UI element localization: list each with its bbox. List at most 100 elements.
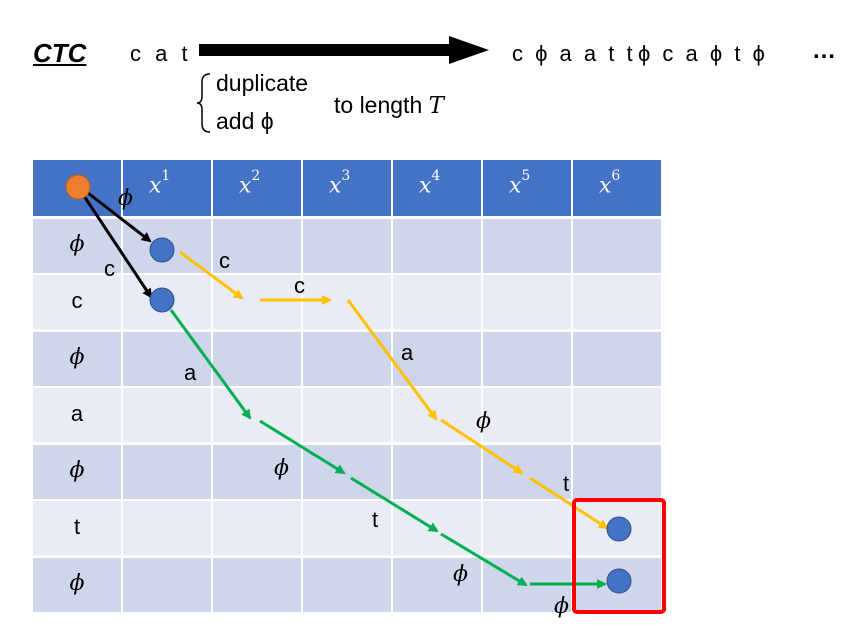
- grid-cell: [483, 218, 571, 273]
- yellow-edge-3: [346, 299, 438, 421]
- green-edge-3: [350, 476, 439, 533]
- ctc-title: CTC: [33, 38, 87, 68]
- header-cell-x4: x4: [393, 160, 481, 216]
- edge-label-yellow-a: a: [401, 340, 414, 365]
- header-cell-x5: x5: [483, 160, 571, 216]
- grid-cell: [573, 388, 661, 442]
- column-header-var: x: [419, 173, 432, 199]
- column-header-var: x: [239, 173, 252, 199]
- grid-cell: [483, 444, 571, 499]
- grid-cell: [123, 557, 211, 612]
- node-x1-c: [149, 287, 175, 313]
- edge-label-green-t: t: [372, 507, 379, 532]
- column-header-index: 5: [521, 168, 531, 184]
- edge-label-yellow-c1: c: [219, 248, 230, 273]
- rule-duplicate: duplicate: [216, 70, 309, 96]
- row-label-cell: ϕ: [33, 331, 121, 386]
- column-header-index: 1: [161, 168, 171, 184]
- row-label-cell: t: [33, 501, 121, 555]
- edge-label-yellow-c2: c: [294, 273, 305, 298]
- grid-cell: [393, 218, 481, 273]
- yellow-edge-4: [440, 418, 524, 475]
- edge-label-green-phi2: ϕ: [453, 562, 468, 587]
- grid-cell: [483, 501, 571, 555]
- output-sequence-2: ϕ c a ϕ t ϕ: [638, 41, 768, 66]
- edge-label-yellow-phi: ϕ: [476, 409, 491, 434]
- rule-target-length: to length T: [334, 92, 444, 119]
- target-text: to length: [334, 92, 423, 118]
- input-sequence: c a t: [130, 41, 192, 66]
- grid-cell: [123, 501, 211, 555]
- grid-cell: [393, 444, 481, 499]
- start-node: [65, 174, 91, 200]
- edge-start-to-phi: [87, 191, 152, 243]
- column-header-index: 6: [611, 168, 621, 184]
- row-label: ϕ: [69, 570, 85, 596]
- row-label-cell: ϕ: [33, 557, 121, 612]
- row-label: a: [70, 401, 84, 426]
- column-header-var: x: [329, 173, 342, 199]
- yellow-edge-5: [529, 476, 609, 530]
- column-header-label: x6: [599, 168, 620, 199]
- target-variable: T: [428, 93, 444, 119]
- row-label-cell: c: [33, 275, 121, 329]
- yellow-edge-1: [179, 250, 244, 300]
- ellipsis: …: [812, 37, 836, 64]
- edge-label-black-phi: ϕ: [118, 186, 133, 211]
- column-header-label: x2: [239, 168, 260, 199]
- column-header-index: 4: [431, 168, 441, 184]
- grid-cell: [573, 331, 661, 386]
- output-sequence-1: c ϕ a a t t: [512, 41, 636, 66]
- node-x1-phi: [149, 237, 175, 263]
- column-header-var: x: [599, 173, 612, 199]
- row-label: ϕ: [69, 231, 85, 257]
- header-cell-x1: x1: [123, 160, 211, 216]
- header-cell-x3: x3: [303, 160, 391, 216]
- grid-cell: [303, 557, 391, 612]
- grid-cell: [213, 388, 301, 442]
- row-label-cell: a: [33, 388, 121, 442]
- edge-label-black-c: c: [104, 256, 115, 281]
- grid-cell: [303, 218, 391, 273]
- grid-cell: [213, 444, 301, 499]
- grid-cell: [393, 331, 481, 386]
- edge-start-to-c: [82, 195, 153, 299]
- row-label: ϕ: [69, 344, 85, 370]
- header-cell-x2: x2: [213, 160, 301, 216]
- grid-cell: [303, 444, 391, 499]
- grid-cell: [483, 275, 571, 329]
- green-edge-4: [440, 532, 528, 587]
- column-header-label: x3: [329, 168, 350, 199]
- grid-cell: [483, 331, 571, 386]
- grid-cell: [573, 444, 661, 499]
- edge-label-green-phi3: ϕ: [554, 594, 569, 619]
- column-header-index: 3: [341, 168, 351, 184]
- grid-cell: [573, 275, 661, 329]
- grid-cell: [303, 388, 391, 442]
- row-label: c: [71, 288, 83, 313]
- grid-cell: [213, 331, 301, 386]
- edge-label-yellow-t: t: [563, 471, 570, 496]
- grid-cell: [303, 275, 391, 329]
- grid-cell: [213, 275, 301, 329]
- grid-cell: [213, 557, 301, 612]
- final-states-highlight: [572, 498, 666, 614]
- row-label-cell: ϕ: [33, 444, 121, 499]
- green-edge-2: [259, 419, 346, 475]
- row-label: t: [73, 514, 81, 539]
- grid-cell: [573, 218, 661, 273]
- grid-cell: [393, 557, 481, 612]
- column-header-label: x5: [509, 168, 530, 198]
- grid-cell: [123, 444, 211, 499]
- node-x6-phi: [606, 568, 632, 594]
- row-label: ϕ: [69, 457, 85, 483]
- rule-add-phi: add ϕ: [216, 108, 274, 134]
- brace-icon: [196, 73, 211, 133]
- grid-cell: [393, 275, 481, 329]
- grid-cell: [213, 501, 301, 555]
- transform-arrow-icon: [199, 36, 489, 64]
- grid-cell: [303, 501, 391, 555]
- grid-cell: [123, 331, 211, 386]
- edge-label-green-a: a: [184, 360, 197, 385]
